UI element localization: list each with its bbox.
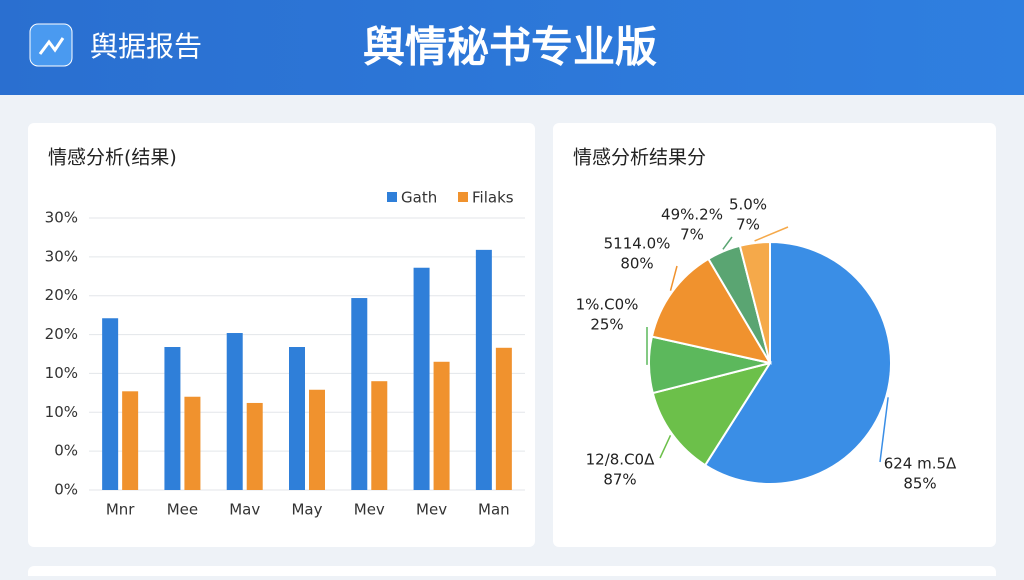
slice-label: 25% xyxy=(590,316,623,334)
y-tick-label: 10% xyxy=(45,403,78,421)
bar xyxy=(102,318,118,490)
x-tick-label: Mev xyxy=(354,501,385,519)
app-name: 舆据报告 xyxy=(90,30,202,63)
slice-label: 49%.2% xyxy=(661,206,723,224)
legend-swatch xyxy=(458,192,468,202)
bar xyxy=(371,381,387,490)
bar xyxy=(351,298,367,490)
x-tick-label: Mee xyxy=(167,501,198,519)
bar xyxy=(496,348,512,490)
slice-label: 624 m.5Δ xyxy=(884,455,957,473)
slice-label: 5114.0% xyxy=(604,235,671,253)
x-tick-label: Mnr xyxy=(106,501,135,519)
slice-label: 1%.C0% xyxy=(576,296,639,314)
x-tick-label: Man xyxy=(478,501,510,519)
y-tick-label: 20% xyxy=(45,286,78,304)
bar xyxy=(414,268,430,490)
y-tick-label: 0% xyxy=(54,481,78,499)
y-tick-label: 10% xyxy=(45,364,78,382)
bar xyxy=(247,403,263,490)
slice-label: 5.0% xyxy=(729,196,767,214)
bar xyxy=(122,391,138,490)
y-tick-label: 30% xyxy=(45,247,78,265)
bar xyxy=(227,333,243,490)
legend-label: Gath xyxy=(401,189,437,207)
legend-swatch xyxy=(387,192,397,202)
y-tick-label: 30% xyxy=(45,209,78,227)
y-tick-label: 20% xyxy=(45,325,78,343)
bar xyxy=(289,347,305,490)
bar xyxy=(476,250,492,490)
next-card xyxy=(28,566,996,576)
bar xyxy=(434,362,450,490)
slice-label: 12/8.C0Δ xyxy=(586,451,655,469)
slice-label: 7% xyxy=(680,226,704,244)
bar xyxy=(164,347,180,490)
bar-title: 情感分析(结果) xyxy=(48,147,177,169)
x-tick-label: May xyxy=(291,501,322,519)
y-tick-label: 0% xyxy=(54,442,78,460)
bar xyxy=(309,390,325,490)
x-tick-label: Mav xyxy=(229,501,260,519)
x-tick-label: Mev xyxy=(416,501,447,519)
legend-label: Filaks xyxy=(472,189,514,207)
slice-label: 85% xyxy=(903,475,936,493)
slice-label: 87% xyxy=(603,471,636,489)
slice-label: 7% xyxy=(736,216,760,234)
page-title: 舆情秘书专业版 xyxy=(363,23,657,72)
pie-title: 情感分析结果分 xyxy=(573,147,706,169)
bar xyxy=(184,397,200,490)
slice-label: 80% xyxy=(620,255,653,273)
